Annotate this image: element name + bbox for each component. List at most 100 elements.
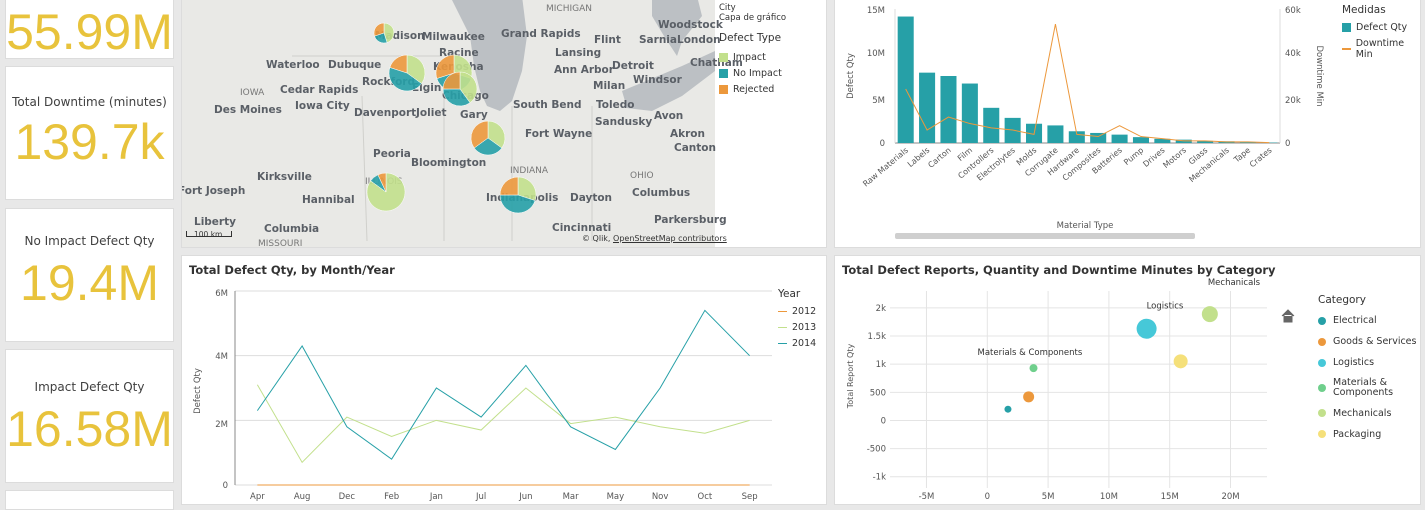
swatch — [1318, 317, 1326, 325]
legend-item-materials-components[interactable]: Materials & Components — [1318, 378, 1421, 398]
bar-defect-qty[interactable] — [1112, 135, 1128, 143]
bar-defect-qty[interactable] — [1133, 137, 1149, 143]
kpi-impact-defect-qty[interactable]: Impact Defect Qty 16.58M — [5, 349, 174, 483]
combo-chart[interactable]: Defect Qty Downtime Min Material Type 15… — [835, 0, 1421, 248]
bar-defect-qty[interactable] — [1047, 125, 1063, 143]
point-annotation: Logistics — [1147, 302, 1184, 312]
legend-title: Category — [1318, 294, 1421, 306]
x-tick-label: Nov — [652, 492, 669, 502]
scatter-point[interactable] — [1004, 406, 1011, 413]
point-annotation: Materials & Components — [978, 348, 1083, 358]
tick-left: 10M — [867, 49, 885, 59]
series-line[interactable] — [257, 385, 749, 463]
kpi-title: Impact Defect Qty — [6, 380, 173, 394]
kpi-total-downtime[interactable]: Total Downtime (minutes) 139.7k — [5, 66, 174, 200]
legend-title: Medidas — [1342, 4, 1421, 16]
kpi-title: Total Downtime (minutes) — [6, 95, 173, 109]
legend-sublayer: Capa de gráfico — [719, 13, 824, 23]
legend-item-2013[interactable]: 2013 — [778, 322, 827, 333]
y-tick: 6M — [215, 289, 228, 299]
y-tick-label: 500 — [870, 388, 886, 398]
x-tick-label: Sep — [742, 492, 758, 502]
home-icon[interactable] — [1281, 308, 1295, 322]
legend-item-downtime-min[interactable]: Downtime Min — [1342, 38, 1421, 60]
legend-item-packaging[interactable]: Packaging — [1318, 429, 1421, 440]
category-scatter-panel[interactable]: Total Defect Reports, Quantity and Downt… — [834, 255, 1421, 505]
legend-label: Goods & Services — [1333, 336, 1416, 347]
map-legend[interactable]: City Capa de gráfico Defect Type Impact … — [719, 3, 824, 100]
scatter-point[interactable] — [1023, 391, 1034, 402]
scatter-point[interactable] — [1030, 364, 1038, 372]
legend-item-impact[interactable]: Impact — [719, 52, 824, 63]
material-type-combo-panel[interactable]: Defect Qty Downtime Min Material Type 15… — [834, 0, 1421, 248]
kpi-card-partial[interactable] — [5, 490, 174, 510]
kpi-value: 19.4M — [6, 258, 173, 308]
combo-scrollbar[interactable] — [895, 233, 1195, 239]
legend-item-electrical[interactable]: Electrical — [1318, 315, 1421, 326]
combo-legend[interactable]: Medidas Defect Qty Downtime Min — [1342, 4, 1421, 65]
y-tick-label: 2k — [876, 304, 886, 314]
legend-label: No Impact — [733, 68, 782, 79]
swatch — [1318, 384, 1326, 392]
x-tick-label: Crates — [1248, 146, 1274, 170]
x-tick-label: Motors — [1161, 146, 1188, 170]
x-axis-label: Material Type — [1057, 221, 1114, 231]
kpi-value: 16.58M — [6, 404, 173, 454]
line-downtime-min[interactable] — [906, 24, 1270, 142]
attribution-osm-link[interactable]: OpenStreetMap contributors — [613, 234, 727, 243]
line-legend[interactable]: Year 2012 2013 2014 — [778, 288, 827, 354]
monthly-defect-panel[interactable]: Total Defect Qty, by Month/Year Defect Q… — [181, 255, 827, 505]
kpi-total-defect-qty[interactable]: 55.99M — [5, 0, 174, 59]
swatch — [1342, 48, 1351, 50]
legend-item-defect-qty[interactable]: Defect Qty — [1342, 22, 1421, 33]
tick-left: 15M — [867, 6, 885, 16]
map-scale-label: 100 km — [194, 230, 222, 239]
legend-item-2014[interactable]: 2014 — [778, 338, 827, 349]
tick-left: 5M — [872, 96, 885, 106]
legend-label: Mechanicals — [1333, 408, 1391, 419]
y-tick-label: -500 — [867, 445, 886, 455]
y-tick: 2M — [215, 420, 228, 430]
bar-defect-qty[interactable] — [983, 108, 999, 143]
bar-defect-qty[interactable] — [940, 76, 956, 143]
scatter-point[interactable] — [1137, 319, 1157, 339]
scatter-legend[interactable]: Category Electrical Goods & Services Log… — [1318, 294, 1421, 450]
x-tick-label: 10M — [1100, 492, 1118, 502]
x-tick-label: Jun — [518, 492, 532, 502]
x-tick-label: Raw Materials — [861, 146, 910, 189]
x-tick-label: Dec — [339, 492, 356, 502]
legend-item-goods-services[interactable]: Goods & Services — [1318, 336, 1421, 347]
scatter-point[interactable] — [1174, 354, 1188, 368]
x-tick-label: May — [607, 492, 625, 502]
map-pie-layer[interactable] — [182, 0, 715, 248]
tick-right: 20k — [1285, 96, 1301, 106]
legend-item-mechanicals[interactable]: Mechanicals — [1318, 408, 1421, 419]
scatter-point[interactable] — [1202, 306, 1218, 322]
x-tick-label: Apr — [250, 492, 265, 502]
x-tick-label: Carton — [926, 146, 952, 170]
legend-item-rejected[interactable]: Rejected — [719, 84, 824, 95]
y-axis-label: Total Report Qty — [846, 344, 855, 410]
x-tick-label: 0 — [985, 492, 990, 502]
bar-defect-qty[interactable] — [1090, 133, 1106, 143]
bar-defect-qty[interactable] — [898, 17, 914, 143]
legend-label: Electrical — [1333, 315, 1377, 326]
y-tick: 0 — [223, 481, 228, 491]
y-axis-label-right: Downtime Min — [1314, 45, 1324, 106]
map-attribution: © Qlik, OpenStreetMap contributors — [582, 234, 727, 243]
legend-item-logistics[interactable]: Logistics — [1318, 357, 1421, 368]
tick-right: 60k — [1285, 6, 1301, 16]
series-line[interactable] — [257, 310, 749, 459]
bar-defect-qty[interactable] — [919, 73, 935, 143]
tick-right: 40k — [1285, 49, 1301, 59]
bar-defect-qty[interactable] — [962, 84, 978, 143]
map-panel[interactable]: Woodstock London Sarnia Flint Grand Rapi… — [181, 0, 827, 248]
swatch — [1318, 338, 1326, 346]
legend-title: Year — [778, 288, 827, 300]
legend-item-no-impact[interactable]: No Impact — [719, 68, 824, 79]
legend-item-2012[interactable]: 2012 — [778, 306, 827, 317]
legend-label: Impact — [733, 52, 766, 63]
kpi-no-impact-defect-qty[interactable]: No Impact Defect Qty 19.4M — [5, 208, 174, 342]
map-pie-slice[interactable] — [500, 177, 518, 195]
